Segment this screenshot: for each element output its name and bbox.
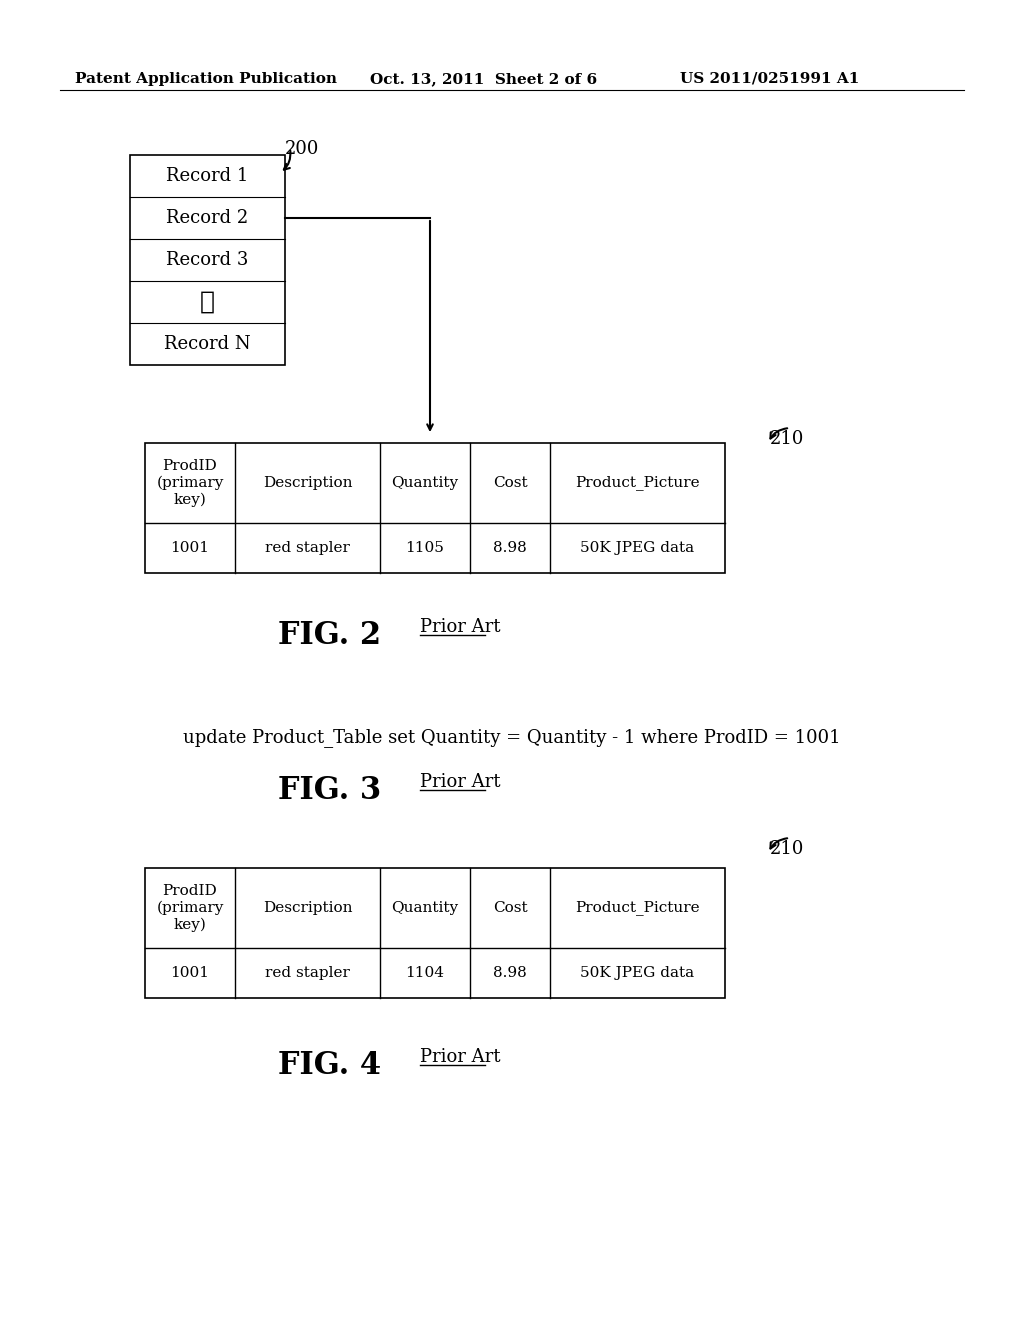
Text: 1104: 1104 — [406, 966, 444, 979]
Text: Cost: Cost — [493, 902, 527, 915]
Text: Quantity: Quantity — [391, 902, 459, 915]
Text: ⋮: ⋮ — [200, 290, 215, 314]
Text: FIG. 4: FIG. 4 — [279, 1049, 382, 1081]
Text: red stapler: red stapler — [265, 966, 350, 979]
Text: Cost: Cost — [493, 477, 527, 490]
Text: 50K JPEG data: 50K JPEG data — [581, 541, 694, 554]
Text: 8.98: 8.98 — [494, 541, 527, 554]
Text: Oct. 13, 2011  Sheet 2 of 6: Oct. 13, 2011 Sheet 2 of 6 — [370, 73, 597, 86]
Text: 8.98: 8.98 — [494, 966, 527, 979]
Text: Record 2: Record 2 — [166, 209, 249, 227]
Text: Prior Art: Prior Art — [420, 1048, 501, 1067]
Text: 1001: 1001 — [171, 966, 210, 979]
Text: 50K JPEG data: 50K JPEG data — [581, 966, 694, 979]
Text: ProdID
(primary
key): ProdID (primary key) — [157, 459, 223, 507]
Text: Record N: Record N — [164, 335, 251, 352]
Text: update Product_Table set Quantity = Quantity - 1 where ProdID = 1001: update Product_Table set Quantity = Quan… — [183, 729, 841, 747]
FancyBboxPatch shape — [145, 869, 725, 998]
Text: Description: Description — [263, 477, 352, 490]
Text: ProdID
(primary
key): ProdID (primary key) — [157, 884, 223, 932]
Text: 200: 200 — [285, 140, 319, 158]
Text: Record 1: Record 1 — [166, 168, 249, 185]
FancyBboxPatch shape — [130, 154, 285, 366]
Text: Description: Description — [263, 902, 352, 915]
Text: US 2011/0251991 A1: US 2011/0251991 A1 — [680, 73, 859, 86]
Text: Prior Art: Prior Art — [420, 618, 501, 636]
Text: Prior Art: Prior Art — [420, 774, 501, 791]
Text: Record 3: Record 3 — [166, 251, 249, 269]
Text: red stapler: red stapler — [265, 541, 350, 554]
Text: 1001: 1001 — [171, 541, 210, 554]
Text: 210: 210 — [770, 840, 805, 858]
Text: 210: 210 — [770, 430, 805, 447]
Text: Product_Picture: Product_Picture — [575, 475, 699, 491]
Text: FIG. 3: FIG. 3 — [279, 775, 382, 807]
Text: FIG. 2: FIG. 2 — [279, 620, 382, 651]
Text: Quantity: Quantity — [391, 477, 459, 490]
Text: 1105: 1105 — [406, 541, 444, 554]
FancyBboxPatch shape — [145, 444, 725, 573]
Text: Product_Picture: Product_Picture — [575, 900, 699, 916]
Text: Patent Application Publication: Patent Application Publication — [75, 73, 337, 86]
